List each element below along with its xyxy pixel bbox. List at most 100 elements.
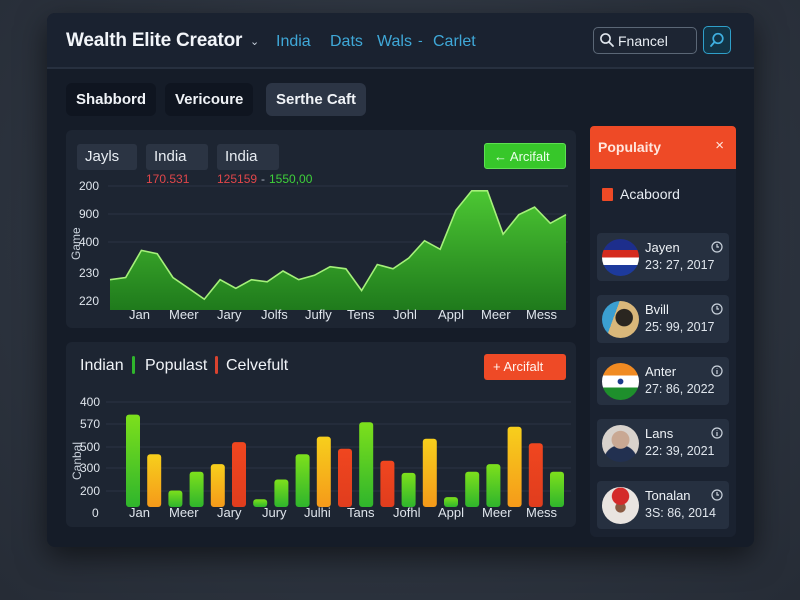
stat-separator: - (261, 172, 265, 186)
y-tick: 900 (79, 207, 100, 221)
arcifalt-green-button[interactable]: ← Arcifalt (484, 143, 566, 169)
legend-indian: Indian (80, 357, 124, 374)
popularity-sidebar: Populaity × Acaboord Jayen 23: 27, 2017 … (590, 126, 736, 537)
info-icon[interactable] (711, 365, 723, 377)
tab-vericoure[interactable]: Vericoure (165, 83, 254, 116)
clock-icon[interactable] (711, 489, 723, 501)
x-tick: Appl (438, 307, 465, 322)
user-card[interactable]: Jayen 23: 27, 2017 (597, 233, 729, 281)
avatar-photo-icon (602, 487, 639, 524)
bar (168, 490, 183, 507)
close-icon[interactable]: × (715, 137, 724, 154)
bar (507, 426, 522, 507)
nav-separator: - (418, 32, 423, 48)
bar (189, 471, 204, 507)
search-button[interactable] (703, 26, 731, 54)
bar (486, 464, 501, 507)
bar (274, 479, 289, 507)
arcifalt-red-button[interactable]: + Arcifalt (484, 354, 566, 380)
x-tick: Jan (129, 505, 150, 520)
clock-icon[interactable] (711, 303, 723, 315)
avatar-photo-icon (602, 301, 639, 338)
y-tick: 220 (79, 294, 100, 308)
bar (422, 438, 437, 507)
x-tick: Jofhl (393, 505, 421, 520)
y-tick: 200 (79, 179, 100, 193)
filter-chip-india-2[interactable]: India (217, 144, 279, 170)
y-tick: 400 (79, 235, 100, 249)
info-icon[interactable] (711, 427, 723, 439)
user-date: 23: 27, 2017 (645, 258, 715, 272)
user-card[interactable]: Anter 27: 86, 2022 (597, 357, 729, 405)
x-tick: Tans (347, 505, 375, 520)
bar (444, 497, 458, 507)
user-name: Anter (645, 364, 677, 379)
y-axis-label: Game (69, 227, 83, 260)
area-chart-panel: Jayls India India 170.531 125159 - 1550,… (66, 130, 576, 328)
y-tick: 300 (80, 461, 101, 475)
bar (550, 471, 564, 507)
x-tick: Meer (482, 505, 512, 520)
sidebar-header: Populaity × (590, 126, 736, 169)
stat-value-3: 1550,00 (269, 172, 313, 186)
red-square-icon (602, 188, 613, 201)
bar (401, 472, 416, 507)
x-tick: Meer (169, 505, 199, 520)
filter-chip-india[interactable]: India (146, 144, 208, 170)
search-input[interactable]: Fnancel (593, 27, 697, 54)
user-name: Tonalan (645, 488, 691, 503)
bar (338, 448, 352, 507)
y-tick: 230 (79, 266, 100, 280)
chevron-down-icon[interactable]: ⌄ (250, 36, 260, 48)
x-tick: Jary (217, 505, 242, 520)
legend-celvefult: Celvefult (226, 357, 289, 374)
y-tick: 500 (80, 440, 101, 454)
nav-link-wals[interactable]: Wals (377, 33, 412, 50)
tab-serthe-caft[interactable]: Serthe Caft (266, 83, 367, 116)
app-title[interactable]: Wealth Elite Creator (66, 30, 243, 51)
bar (210, 464, 225, 507)
legend-populast: Populast (145, 357, 208, 374)
user-card[interactable]: Tonalan 3S: 86, 2014 (597, 481, 729, 529)
x-tick: Julhi (304, 505, 331, 520)
nav-link-india[interactable]: India (276, 33, 311, 50)
filter-chip-jayls[interactable]: Jayls (77, 144, 137, 170)
x-tick: Jury (262, 505, 287, 520)
tab-shabbord[interactable]: Shabbord (66, 83, 156, 116)
search-icon (710, 32, 724, 47)
avatar-flag-icon (602, 239, 639, 276)
stat-value-2: 125159 (217, 172, 258, 186)
bar (147, 454, 162, 507)
bar (528, 443, 543, 507)
x-tick: Meer (169, 307, 199, 322)
user-date: 27: 86, 2022 (645, 382, 715, 396)
clock-icon[interactable] (711, 241, 723, 253)
bar (126, 414, 140, 507)
search-icon (600, 33, 614, 47)
legend-marker-red (215, 356, 218, 374)
y-tick: 400 (80, 395, 101, 409)
nav-link-carlet[interactable]: Carlet (433, 33, 476, 50)
user-card[interactable]: Bvill 25: 99, 2017 (597, 295, 729, 343)
y-axis-label: Canbal (70, 441, 84, 480)
x-tick: Jufly (305, 307, 332, 322)
user-card[interactable]: Lans 22: 39, 2021 (597, 419, 729, 467)
user-name: Jayen (645, 240, 680, 255)
bar (380, 460, 395, 507)
stat-value-1: 170.531 (146, 172, 190, 186)
bar-chart-plot (106, 401, 571, 507)
bar (232, 442, 246, 507)
y-tick: 200 (80, 484, 101, 498)
bar (465, 471, 480, 507)
x-tick: Tens (347, 307, 375, 322)
x-tick: Jolfs (261, 307, 288, 322)
bar (295, 454, 310, 507)
bar (253, 499, 268, 507)
nav-link-dats[interactable]: Dats (330, 33, 363, 50)
search-value: Fnancel (618, 33, 668, 49)
x-tick: Johl (393, 307, 417, 322)
avatar-flag-india-icon (602, 363, 639, 400)
sidebar-title: Populaity (598, 139, 662, 155)
user-name: Bvill (645, 302, 669, 317)
user-date: 22: 39, 2021 (645, 444, 715, 458)
